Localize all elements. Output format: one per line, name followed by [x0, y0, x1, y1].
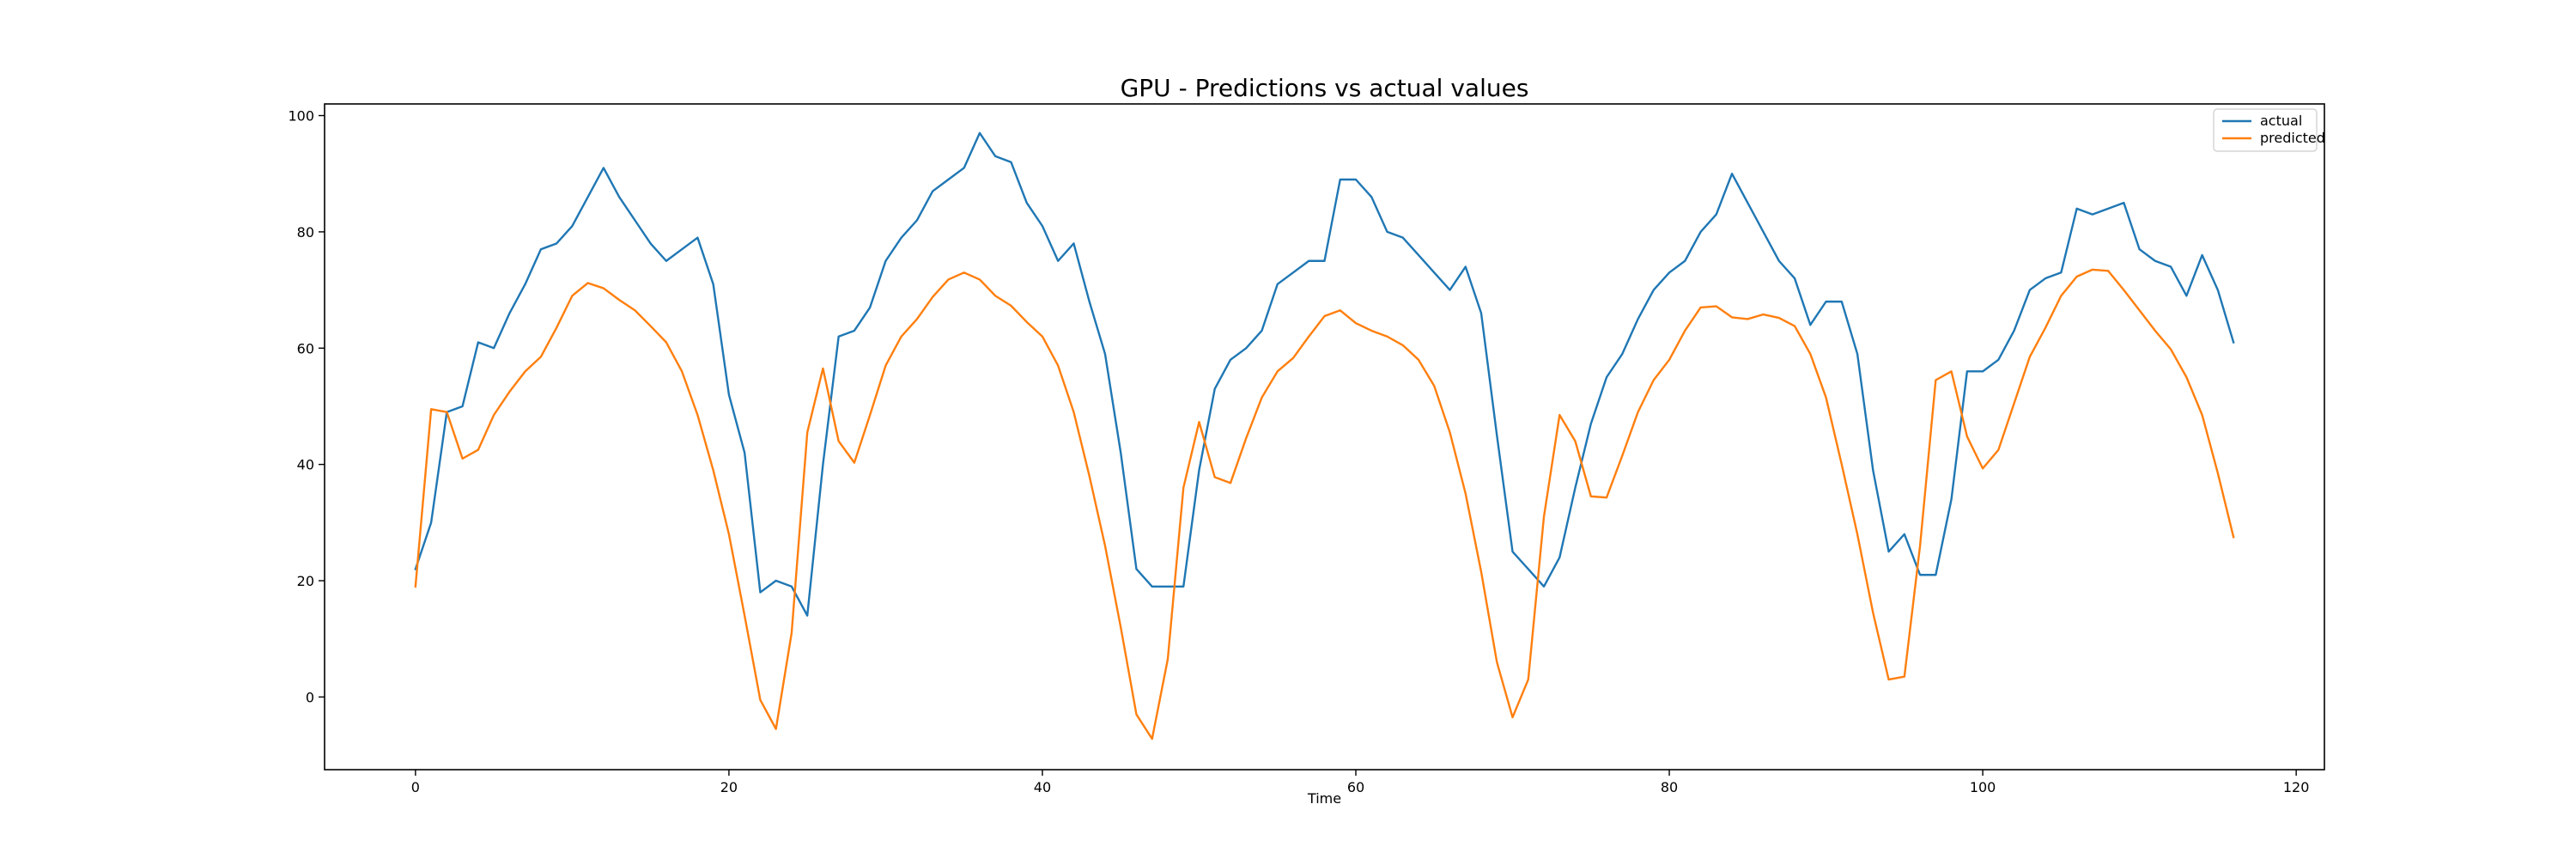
plot-frame	[324, 103, 2325, 771]
x-tick-label: 60	[1347, 779, 1364, 795]
x-tick-label: 40	[1034, 779, 1051, 795]
plot-area	[414, 131, 2235, 740]
y-tick-label: 0	[306, 689, 314, 705]
x-axis: 0 20 40 60 80 100 120	[411, 770, 2310, 795]
legend-label-predicted: predicted	[2260, 130, 2325, 146]
series-line-predicted	[414, 268, 2235, 740]
x-tick-label: 80	[1661, 779, 1678, 795]
y-axis: 0 20 40 60 80 100	[288, 108, 325, 705]
legend-label-actual: actual	[2260, 113, 2302, 129]
chart-title: GPU - Predictions vs actual values	[1121, 74, 1529, 102]
y-tick-label: 20	[297, 573, 314, 589]
x-axis-title: Time	[1307, 790, 1341, 807]
y-tick-label: 80	[297, 224, 314, 241]
series-line-actual	[414, 131, 2235, 617]
x-tick-label: 120	[2283, 779, 2310, 795]
x-tick-label: 20	[720, 779, 738, 795]
legend-frame	[2213, 108, 2318, 152]
y-tick-label: 100	[288, 108, 314, 125]
y-tick-label: 40	[297, 457, 314, 473]
x-tick-label: 0	[411, 779, 420, 795]
x-tick-label: 100	[1970, 779, 1996, 795]
y-tick-label: 60	[297, 340, 314, 356]
